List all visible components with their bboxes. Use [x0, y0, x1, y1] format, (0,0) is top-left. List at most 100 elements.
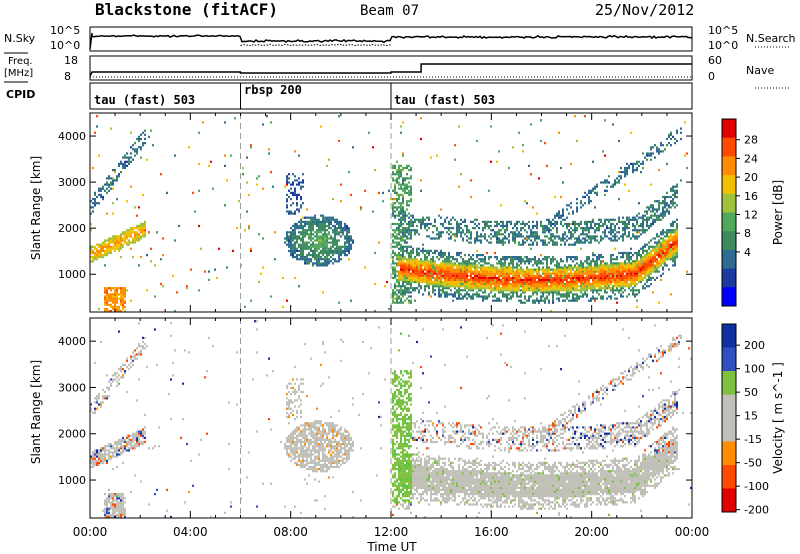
scatter-pixel — [642, 166, 644, 170]
scatter-pixel — [486, 270, 488, 273]
scatter-pixel — [498, 233, 500, 236]
scatter-pixel — [286, 299, 288, 302]
scatter-pixel — [520, 293, 522, 296]
scatter-pixel — [638, 289, 640, 292]
scatter-pixel — [394, 297, 396, 300]
scatter-pixel — [448, 258, 450, 261]
scatter-pixel — [552, 297, 554, 300]
scatter-pixel — [502, 276, 504, 279]
scatter-pixel — [454, 235, 456, 238]
scatter-pixel — [96, 251, 98, 255]
scatter-pixel — [628, 254, 630, 257]
scatter-pixel — [472, 295, 474, 298]
scatter-pixel — [108, 287, 110, 290]
scatter-pixel — [532, 235, 534, 238]
scatter-pixel — [322, 254, 324, 257]
scatter-pixel — [294, 245, 296, 248]
scatter-pixel — [486, 268, 488, 271]
scatter-pixel — [416, 249, 418, 252]
scatter-pixel — [584, 276, 586, 279]
scatter-pixel — [550, 278, 552, 281]
scatter-pixel — [110, 187, 112, 190]
scatter-pixel — [400, 268, 402, 271]
scatter-pixel — [398, 183, 400, 186]
scatter-pixel — [396, 243, 398, 246]
scatter-pixel — [536, 270, 538, 273]
scatter-pixel — [398, 214, 400, 217]
scatter-pixel — [388, 307, 390, 311]
scatter-pixel — [590, 287, 592, 290]
scatter-pixel — [622, 278, 624, 281]
scatter-pixel — [626, 254, 628, 257]
scatter-pixel — [118, 307, 120, 311]
scatter-pixel — [456, 280, 458, 284]
scatter-pixel — [96, 247, 98, 250]
scatter-pixel — [518, 268, 520, 271]
scatter-pixel — [296, 204, 298, 207]
scatter-pixel — [294, 233, 296, 236]
scatter-pixel — [400, 204, 402, 207]
scatter-pixel — [286, 181, 288, 184]
scatter-pixel — [520, 262, 522, 265]
scatter-pixel — [470, 262, 472, 265]
scatter-pixel — [412, 251, 414, 255]
scatter-pixel — [502, 291, 504, 294]
scatter-pixel — [442, 224, 444, 228]
scatter-pixel — [96, 455, 98, 458]
scatter-pixel — [618, 139, 620, 143]
scatter-pixel — [608, 280, 610, 284]
scatter-pixel — [490, 237, 492, 240]
scatter-pixel — [402, 195, 404, 199]
scatter-pixel — [668, 195, 670, 199]
scatter-pixel — [426, 274, 428, 277]
scatter-pixel — [456, 276, 458, 279]
scatter-pixel — [308, 247, 310, 250]
scatter-pixel — [398, 295, 400, 298]
scatter-pixel — [518, 299, 520, 302]
scatter-pixel — [506, 270, 508, 273]
scatter-pixel — [296, 222, 298, 226]
scatter-pixel — [454, 158, 456, 161]
scatter-pixel — [668, 241, 670, 244]
scatter-pixel — [514, 224, 516, 228]
scatter-pixel — [606, 274, 608, 277]
scatter-pixel — [632, 260, 634, 263]
scatter-pixel — [582, 229, 584, 232]
scatter-pixel — [674, 233, 676, 236]
scatter-pixel — [110, 297, 112, 300]
scatter-pixel — [352, 146, 354, 149]
scatter-pixel — [394, 202, 396, 205]
scatter-pixel — [560, 280, 562, 284]
scatter-pixel — [314, 235, 316, 238]
scatter-pixel — [122, 156, 124, 159]
scatter-pixel — [148, 135, 150, 138]
scatter-pixel — [322, 216, 324, 219]
scatter-pixel — [628, 258, 630, 261]
scatter-pixel — [634, 235, 636, 238]
scatter-pixel — [90, 457, 92, 460]
scatter-pixel — [588, 237, 590, 240]
scatter-pixel — [654, 266, 656, 269]
scatter-pixel — [310, 235, 312, 238]
scatter-pixel — [546, 280, 548, 284]
scatter-pixel — [646, 218, 648, 221]
scatter-pixel — [136, 233, 138, 236]
scatter-pixel — [506, 276, 508, 279]
scatter-pixel — [410, 299, 412, 302]
scatter-pixel — [580, 266, 582, 269]
scatter-pixel — [368, 131, 370, 134]
scatter-pixel — [528, 289, 530, 292]
scatter-pixel — [130, 233, 132, 236]
scatter-pixel — [576, 208, 578, 211]
scatter-pixel — [462, 297, 464, 300]
scatter-pixel — [430, 260, 432, 263]
scatter-pixel — [634, 224, 636, 228]
scatter-pixel — [622, 264, 624, 267]
scatter-pixel — [648, 152, 650, 155]
scatter-pixel — [642, 272, 644, 275]
scatter-pixel — [290, 243, 292, 246]
scatter-pixel — [402, 179, 404, 182]
scatter-pixel — [446, 256, 448, 259]
scatter-pixel — [598, 278, 600, 281]
scatter-pixel — [490, 289, 492, 292]
